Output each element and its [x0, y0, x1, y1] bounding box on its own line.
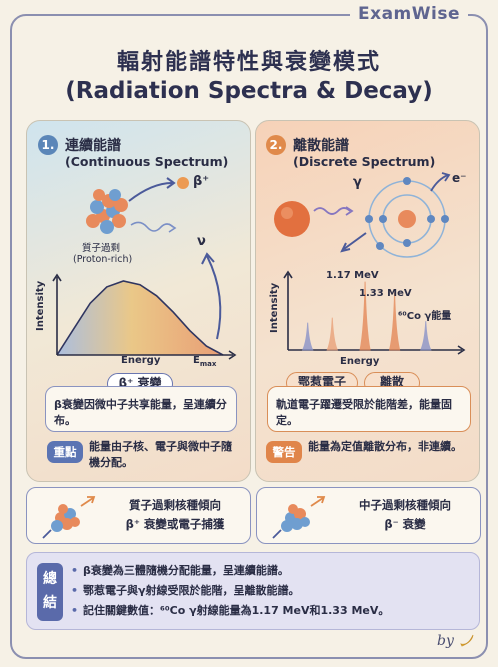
chart-x-label: Energy: [340, 356, 380, 367]
neutron-rich-card-text: 中子過剩核種傾向 β⁻ 衰變: [359, 498, 451, 531]
atom-illustration: [274, 172, 451, 258]
arrow-icon: [343, 232, 367, 250]
spectrum-area: [57, 281, 223, 355]
page-frame: [10, 14, 488, 659]
section-title: 離散能譜: [293, 138, 349, 154]
continuous-spectrum-chart: [52, 273, 237, 360]
discrete-spectrum-chart: [283, 270, 466, 355]
warning-text: 能量為定值離散分布，非連續。: [308, 440, 462, 453]
curved-arrow-icon: [206, 255, 222, 340]
peak-label-1: 1.17 MeV: [326, 270, 379, 281]
neutron-rich-card: 中子過剩核種傾向 β⁻ 衰變: [256, 487, 481, 544]
nucleus-icon: [274, 201, 310, 237]
key-point-text: 能量由子核、電子與微中子隨機分配。: [89, 440, 232, 469]
summary-item: 記住關鍵數值：⁶⁰Co γ射線能量為1.17 MeV和1.33 MeV。: [71, 601, 389, 621]
summary-list: β衰變為三體隨機分配能量，呈連續能譜。 鄂惹電子與γ射線受限於能階，呈離散能譜。…: [71, 561, 389, 621]
positron-icon: [177, 177, 189, 189]
proton-rich-card: 質子過剩核種傾向 β⁺ 衰變或電子捕獲: [26, 487, 251, 544]
x-axis-arrow: [457, 345, 466, 355]
section-number: 2.: [266, 135, 286, 155]
summary-item: 鄂惹電子與γ射線受限於能階，呈離散能譜。: [71, 581, 389, 601]
chart-y-label: Intensity: [35, 280, 46, 331]
beta-plus-label: β⁺: [193, 174, 210, 189]
banana-icon: [460, 634, 474, 647]
peak-label-2: 1.33 MeV: [359, 288, 412, 299]
description-box: β衰變因微中子共享能量，呈連續分布。: [45, 386, 237, 432]
section-subtitle: (Discrete Spectrum): [293, 154, 436, 169]
electron-label: e⁻: [452, 171, 467, 185]
byline: by: [437, 631, 476, 649]
neutron-rich-nucleus-icon: [272, 496, 326, 539]
section-subtitle: (Continuous Spectrum): [65, 154, 229, 169]
spectrum-peak-1: [301, 322, 314, 351]
spectrum-peak-4: [388, 292, 401, 351]
arrow-icon: [128, 182, 173, 202]
y-axis-arrow: [52, 273, 62, 282]
y-axis-arrow: [283, 270, 293, 279]
brand-logo: ExamWise: [350, 4, 468, 24]
neutrino-label: ν: [197, 234, 206, 249]
proton-rich-card-text: 質子過剩核種傾向 β⁺ 衰變或電子捕獲: [125, 498, 225, 531]
gamma-label: γ: [353, 175, 362, 190]
spectrum-peak-2: [326, 317, 339, 351]
spectrum-peak-3: [359, 281, 371, 351]
continuous-spectrum-panel: 1. 連續能譜 (Continuous Spectrum) β⁺ ν 質子過剩 …: [26, 120, 251, 482]
page-subtitle: (Radiation Spectra & Decay): [65, 78, 433, 104]
spectrum-peak-5: [419, 321, 432, 351]
summary-badge-text: 總結: [43, 571, 57, 611]
summary-item: β衰變為三體隨機分配能量，呈連續能譜。: [71, 561, 389, 581]
atom-icon: [365, 177, 449, 258]
x-axis-arrow: [228, 350, 237, 360]
chart-y-label: Intensity: [269, 282, 280, 333]
neutrino-wave-icon: [130, 221, 174, 232]
co60-label: ⁶⁰Co γ能量: [398, 311, 452, 322]
proton-rich-en: (Proton-rich): [73, 254, 133, 265]
proton-rich-nucleus-icon: [42, 496, 96, 539]
gamma-wave-icon: [313, 207, 351, 215]
section-title: 連續能譜: [65, 138, 121, 154]
summary-badge: 總結: [37, 563, 63, 621]
section-number: 1.: [38, 135, 58, 155]
page-title: 輻射能譜特性與衰變模式: [116, 50, 381, 75]
warning-tag: 警告: [266, 441, 302, 463]
proton-rich-zh: 質子過剩: [82, 243, 121, 254]
proton-rich-illustration: [86, 177, 222, 340]
discrete-spectrum-panel: 2. 離散能譜 (Discrete Spectrum) γ e⁻ Intensi…: [255, 120, 480, 482]
chart-x-label: Energy: [121, 355, 161, 366]
summary-box: 總結 β衰變為三體隨機分配能量，呈連續能譜。 鄂惹電子與γ射線受限於能階，呈離散…: [26, 552, 480, 630]
key-point-tag: 重點: [47, 441, 83, 463]
spectrum-line: [56, 280, 224, 356]
description-box: 軌道電子躍遷受限於能階差，能量固定。: [267, 386, 471, 432]
nucleus-icon: [86, 189, 128, 234]
chart-emax-label: Emax: [193, 355, 217, 368]
